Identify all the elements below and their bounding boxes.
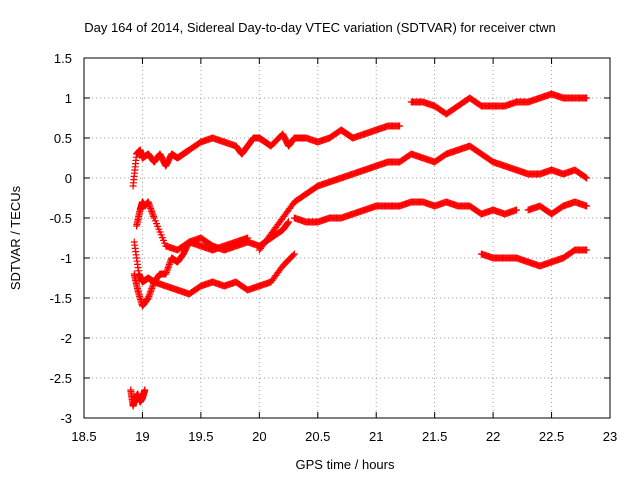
- y-tick-label: -3: [60, 411, 72, 426]
- y-tick-label: -2: [60, 331, 72, 346]
- y-tick-label: -0.5: [50, 211, 72, 226]
- data-point: [290, 250, 298, 258]
- data-point: [583, 202, 591, 210]
- data-point: [583, 174, 591, 182]
- y-tick-label: 0.5: [54, 131, 72, 146]
- x-tick-label: 19.5: [188, 429, 213, 444]
- data-point: [512, 206, 520, 214]
- grid-lines: [84, 58, 610, 418]
- y-tick-label: -1: [60, 251, 72, 266]
- y-axis-label: SDTVAR / TECUs: [8, 185, 23, 291]
- plot-frame: [83, 57, 611, 419]
- y-tick-label: 1.5: [54, 51, 72, 66]
- data-point: [244, 234, 252, 242]
- data-point: [141, 386, 149, 394]
- x-tick-label: 21: [369, 429, 383, 444]
- x-tick-label: 20: [252, 429, 266, 444]
- data-point: [583, 94, 591, 102]
- y-tick-label: -2.5: [50, 371, 72, 386]
- data-point: [289, 251, 297, 259]
- y-tick-label: -1.5: [50, 291, 72, 306]
- y-tick-label: 0: [65, 171, 72, 186]
- x-tick-label: 21.5: [422, 429, 447, 444]
- x-tick-label: 22: [486, 429, 500, 444]
- data-point: [581, 173, 589, 181]
- data-point: [583, 246, 591, 254]
- x-tick-label: 18.5: [71, 429, 96, 444]
- chart-title: Day 164 of 2014, Sidereal Day-to-day VTE…: [84, 20, 556, 35]
- x-tick-label: 20.5: [305, 429, 330, 444]
- data-point: [396, 122, 404, 130]
- axis-ticks: 18.5 19 19.5 20 20.5 21 21.5 22 22.5 23 1.5 1 0.5 0 -0…: [50, 51, 618, 444]
- x-tick-label: 22.5: [539, 429, 564, 444]
- y-tick-label: 1: [65, 91, 72, 106]
- data-point: [285, 218, 293, 226]
- x-tick-label: 23: [603, 429, 617, 444]
- x-axis-label: GPS time / hours: [295, 457, 395, 472]
- x-tick-label: 19: [135, 429, 149, 444]
- data-points: [127, 90, 591, 410]
